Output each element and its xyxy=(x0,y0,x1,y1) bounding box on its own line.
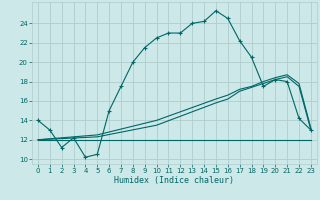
X-axis label: Humidex (Indice chaleur): Humidex (Indice chaleur) xyxy=(115,176,234,185)
